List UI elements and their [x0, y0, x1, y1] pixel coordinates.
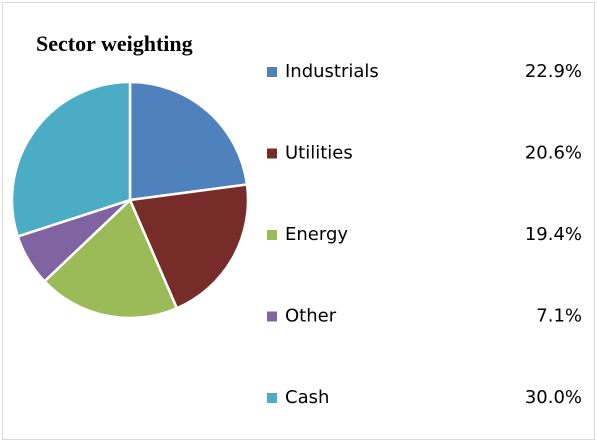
legend-label: Industrials — [285, 61, 379, 82]
legend-swatch — [267, 311, 277, 322]
value-label: 7.1% — [536, 306, 582, 327]
legend-label: Utilities — [285, 143, 353, 164]
legend-swatch — [267, 393, 277, 403]
pie-slice — [128, 80, 249, 202]
chart-title: Sector weighting — [36, 31, 193, 56]
pie-slice — [42, 197, 179, 320]
value-label: 30.0% — [525, 387, 582, 408]
value-label: 20.6% — [525, 143, 582, 164]
pie-slice — [128, 183, 250, 310]
legend-swatch — [267, 67, 277, 77]
legend-swatch — [267, 230, 277, 240]
value-label: 22.9% — [525, 61, 582, 82]
value-label: 19.4% — [525, 224, 582, 245]
pie-slice — [10, 80, 132, 239]
legend-label: Other — [285, 306, 337, 327]
legend-label: Cash — [285, 387, 329, 408]
legend-swatch — [267, 148, 277, 159]
legend-label: Energy — [285, 224, 348, 245]
